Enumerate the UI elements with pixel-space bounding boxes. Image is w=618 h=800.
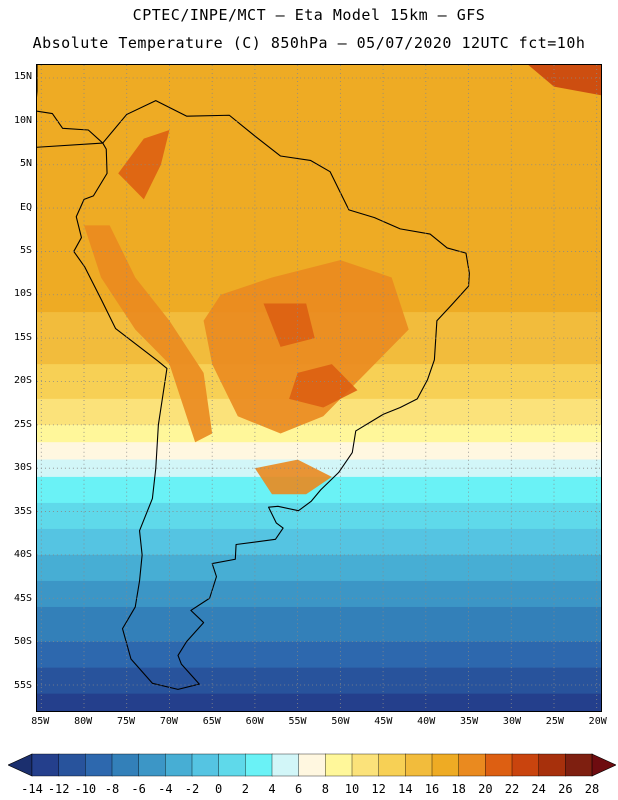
- colorbar-label: 24: [531, 782, 546, 796]
- temperature-band: [37, 554, 601, 582]
- colorbar-segment: [218, 753, 247, 777]
- temperature-map: [36, 64, 602, 712]
- latitude-label: 5N: [19, 158, 32, 170]
- latitude-label: 50S: [13, 636, 32, 648]
- title-line-2: Absolute Temperature (C) 850hPa – 05/07/…: [32, 34, 586, 52]
- temperature-band: [37, 424, 601, 444]
- colorbar-segment: [405, 753, 433, 777]
- colorbar-label: -10: [74, 782, 97, 796]
- colorbar-segment: [245, 753, 273, 777]
- colorbar-label: -12: [47, 782, 70, 796]
- south-america-coastline: [73, 100, 470, 690]
- longitude-label: 65W: [202, 716, 221, 727]
- colorbar-segment: [565, 753, 593, 777]
- colorbar-label: 14: [398, 782, 413, 796]
- longitude-label: 55W: [288, 716, 307, 727]
- temperature-band: [37, 693, 601, 711]
- colorbar-low-arrow: [8, 753, 33, 777]
- longitude-label: 45W: [374, 716, 393, 727]
- colorbar-label: 4: [268, 782, 276, 796]
- colorbar-label: 18: [451, 782, 466, 796]
- longitude-label: 25W: [545, 716, 564, 727]
- latitude-label: 10S: [13, 288, 32, 300]
- colorbar-label: 2: [241, 782, 249, 796]
- colorbar-label: 8: [321, 782, 329, 796]
- colorbar-label: 10: [344, 782, 360, 796]
- longitude-label: 20W: [588, 716, 607, 727]
- colorbar-segment: [485, 753, 513, 777]
- colorbar-label: 0: [215, 782, 223, 796]
- longitude-label: 50W: [331, 716, 350, 727]
- longitude-label: 30W: [502, 716, 521, 727]
- colorbar-segment: [111, 753, 140, 777]
- colorbar-label: 20: [478, 782, 493, 796]
- latitude-label: 30S: [13, 462, 32, 474]
- temperature-band: [37, 442, 601, 461]
- colorbar: [8, 753, 616, 777]
- warm-region: [84, 225, 213, 443]
- colorbar-label: -4: [158, 782, 173, 796]
- latitude-label: 15S: [13, 331, 32, 343]
- colorbar-segment: [31, 753, 60, 777]
- colorbar-segment: [378, 753, 407, 777]
- colorbar-segment: [271, 753, 300, 777]
- colorbar-segment: [538, 753, 567, 777]
- temperature-band: [37, 641, 601, 669]
- longitude-label: 40W: [417, 716, 436, 727]
- temperature-band: [37, 528, 601, 556]
- colorbar-label: -14: [21, 782, 43, 796]
- colorbar-segment: [351, 753, 380, 777]
- latitude-label: 20S: [13, 375, 32, 387]
- colorbar-label: -6: [131, 782, 146, 796]
- warm-region: [263, 303, 315, 347]
- longitude-label: 75W: [117, 716, 136, 727]
- map-canvas: [37, 65, 601, 711]
- warm-region: [528, 65, 601, 96]
- colorbar-label: 12: [371, 782, 386, 796]
- colorbar-segment: [58, 753, 87, 777]
- colorbar-segment: [191, 753, 220, 777]
- colorbar-segment: [458, 753, 487, 777]
- latitude-label: 5S: [19, 245, 32, 256]
- temperature-band: [37, 667, 601, 695]
- temperature-band: [37, 580, 601, 608]
- colorbar-label: -8: [104, 782, 120, 796]
- warm-region: [203, 260, 409, 434]
- latitude-label: 45S: [13, 592, 32, 604]
- colorbar-segment: [85, 753, 113, 777]
- colorbar-label: -2: [184, 782, 200, 796]
- colorbar-label: 6: [295, 782, 303, 796]
- longitude-label: 60W: [245, 716, 264, 727]
- colorbar-segment: [165, 753, 193, 777]
- latitude-label: 55S: [13, 679, 32, 691]
- latitude-label: EQ: [19, 201, 32, 213]
- warm-region: [118, 129, 170, 200]
- colorbar-segment: [511, 753, 540, 777]
- colorbar-label: 22: [504, 782, 520, 796]
- colorbar-label: 28: [584, 782, 600, 796]
- longitude-label: 80W: [74, 716, 93, 727]
- title-line-1: CPTEC/INPE/MCT – Eta Model 15km – GFS: [132, 6, 486, 24]
- colorbar-high-arrow: [591, 753, 616, 777]
- latitude-label: 25S: [13, 418, 32, 430]
- latitude-label: 40S: [13, 549, 32, 561]
- longitude-label: 70W: [159, 716, 178, 727]
- latitude-label: 10N: [13, 114, 32, 126]
- colorbar-segment: [298, 753, 327, 777]
- temperature-band: [37, 502, 601, 530]
- latitude-label: 15N: [13, 71, 32, 83]
- temperature-band: [37, 606, 601, 643]
- longitude-label: 85W: [31, 716, 50, 727]
- temperature-band: [37, 459, 601, 478]
- colorbar-label: 16: [424, 782, 440, 796]
- colorbar-segment: [325, 753, 353, 777]
- latitude-label: 35S: [13, 505, 32, 517]
- longitude-label: 35W: [460, 716, 479, 727]
- colorbar-label: 26: [558, 782, 573, 796]
- colorbar-segment: [138, 753, 167, 777]
- central-america-coastline: [37, 65, 104, 148]
- colorbar-segment: [431, 753, 460, 777]
